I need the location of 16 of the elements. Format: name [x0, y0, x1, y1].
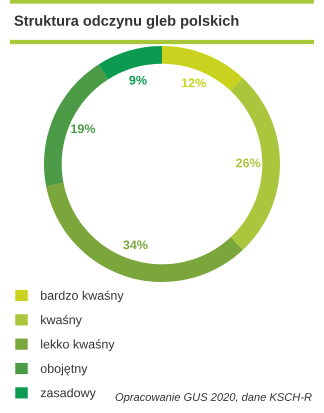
legend-label: kwaśny	[41, 314, 82, 327]
data-label: 12%	[182, 78, 206, 88]
donut-slice	[230, 78, 280, 250]
donut-slice	[162, 46, 243, 91]
text: Opracowanie GUS 2020, dane KSCH-R	[116, 392, 312, 404]
chart-title: Struktura odczynu gleb polskich	[14, 15, 238, 29]
legend-label: zasadowy	[40, 388, 96, 400]
donut-slice	[44, 64, 108, 186]
data-label: 26%	[236, 158, 260, 168]
data-label: 19%	[71, 124, 96, 134]
legend-label: lekko kwaśny	[41, 339, 115, 352]
legend-label: bardzo kwaśny	[41, 290, 124, 302]
legend-label: obojętny	[40, 364, 88, 376]
data-label: 9%	[129, 76, 147, 85]
data-label: 34%	[123, 240, 148, 250]
donut-slice	[46, 182, 243, 282]
